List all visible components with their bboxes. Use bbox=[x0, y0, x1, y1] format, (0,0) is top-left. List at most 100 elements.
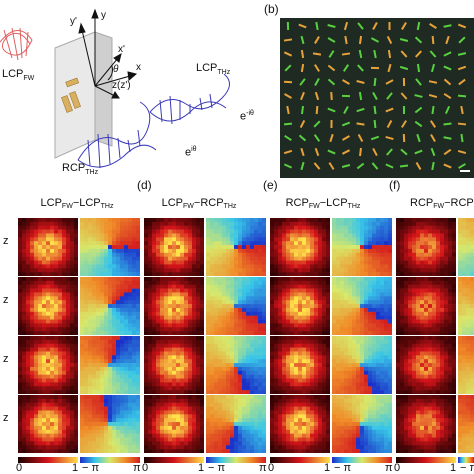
rod bbox=[329, 133, 334, 143]
rod bbox=[341, 52, 351, 56]
panel-label-e: (e) bbox=[263, 178, 278, 192]
rod bbox=[415, 78, 422, 86]
rod bbox=[342, 135, 350, 141]
phase-map bbox=[80, 218, 140, 276]
rod bbox=[457, 149, 467, 155]
axes bbox=[78, 8, 138, 99]
rod bbox=[372, 92, 378, 100]
rod bbox=[386, 120, 393, 128]
rod bbox=[330, 91, 333, 101]
rod bbox=[283, 80, 293, 84]
rod bbox=[385, 135, 394, 141]
rod bbox=[457, 94, 467, 98]
phase-min-tick: − π bbox=[460, 462, 474, 474]
rod bbox=[431, 35, 435, 45]
rod bbox=[443, 136, 452, 140]
rod-array bbox=[283, 21, 470, 172]
rod bbox=[314, 64, 320, 72]
row-label-2: z bbox=[3, 294, 9, 306]
phase-map bbox=[80, 336, 140, 394]
rod bbox=[399, 38, 409, 42]
rod bbox=[356, 162, 365, 170]
phase-min-tick: − π bbox=[208, 462, 226, 474]
rod bbox=[457, 52, 467, 56]
amplitude-colorbar bbox=[18, 457, 78, 463]
panel-label-d: (d) bbox=[137, 178, 152, 192]
amplitude-map bbox=[270, 336, 330, 394]
rod bbox=[284, 93, 292, 99]
rod bbox=[372, 147, 378, 157]
rod bbox=[356, 107, 365, 113]
rod bbox=[429, 23, 437, 29]
rod bbox=[312, 52, 322, 56]
rod bbox=[300, 35, 305, 45]
rod bbox=[399, 164, 409, 168]
phase-map bbox=[332, 395, 392, 453]
axis-x-label: x bbox=[136, 62, 141, 73]
rod bbox=[429, 50, 437, 58]
rod bbox=[416, 133, 421, 143]
amp-min-tick: 0 bbox=[268, 462, 275, 474]
rod bbox=[370, 37, 380, 43]
amplitude-map bbox=[270, 277, 330, 335]
phase-map bbox=[332, 336, 392, 394]
thz-beam-lcp bbox=[149, 73, 230, 125]
phase-map bbox=[206, 336, 266, 394]
phase-max-tick: π bbox=[385, 462, 393, 474]
rod bbox=[373, 105, 377, 115]
amplitude-map bbox=[396, 336, 456, 394]
rod bbox=[401, 120, 407, 128]
phase-map bbox=[206, 218, 266, 276]
phase-map bbox=[458, 277, 474, 335]
col-title-2: LCPFW−RCPTHz bbox=[161, 197, 237, 210]
amplitude-map bbox=[144, 218, 204, 276]
rod bbox=[373, 119, 377, 129]
rod bbox=[428, 94, 438, 98]
phase-plus-label: eiθ bbox=[185, 146, 197, 159]
rod bbox=[457, 65, 467, 71]
row-label-3: z bbox=[3, 353, 9, 365]
rcp-thz-label: RCPTHz bbox=[62, 162, 99, 177]
rod bbox=[327, 149, 336, 155]
rod bbox=[313, 162, 321, 170]
rod bbox=[400, 148, 408, 156]
amplitude-map bbox=[18, 218, 78, 276]
rod bbox=[300, 161, 305, 171]
phase-max-tick: π bbox=[259, 462, 267, 474]
rod bbox=[458, 163, 466, 169]
rod bbox=[327, 107, 336, 113]
rod bbox=[370, 135, 380, 141]
rod bbox=[341, 121, 351, 127]
rod bbox=[284, 64, 292, 72]
rod bbox=[342, 79, 350, 85]
rod bbox=[387, 63, 392, 73]
schematic-drawing bbox=[0, 8, 230, 169]
amp-min-tick: 0 bbox=[16, 462, 23, 474]
rod bbox=[458, 78, 466, 86]
rod bbox=[358, 35, 363, 45]
rod bbox=[373, 49, 377, 59]
phase-map bbox=[458, 218, 474, 276]
phase-map bbox=[458, 395, 474, 453]
phase-colorbar bbox=[332, 457, 392, 463]
amplitude-map bbox=[396, 395, 456, 453]
phase-map bbox=[80, 395, 140, 453]
rod bbox=[416, 63, 421, 73]
rod bbox=[300, 49, 305, 59]
phase-map bbox=[206, 277, 266, 335]
phase-map bbox=[332, 218, 392, 276]
rod bbox=[443, 78, 452, 86]
rod bbox=[327, 64, 336, 72]
rod bbox=[356, 122, 365, 126]
phase-min-tick: − π bbox=[82, 462, 100, 474]
rod bbox=[314, 91, 320, 101]
amplitude-map bbox=[18, 277, 78, 335]
metasurface-micrograph bbox=[280, 18, 474, 178]
rod bbox=[385, 79, 394, 85]
rod bbox=[283, 163, 293, 169]
rod bbox=[430, 134, 436, 142]
rod bbox=[414, 36, 423, 44]
rod bbox=[415, 162, 422, 170]
phase-colorbar bbox=[206, 457, 266, 463]
rod bbox=[386, 92, 393, 100]
